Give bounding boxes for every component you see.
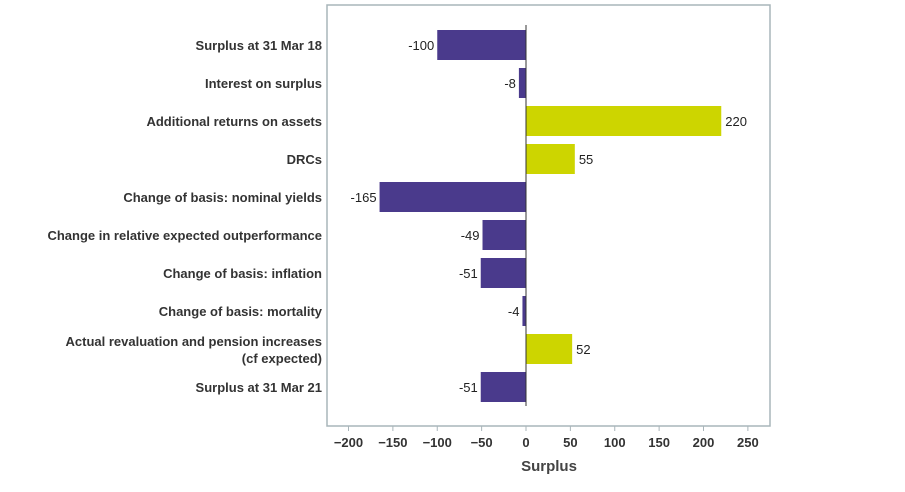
x-tick-label-1: −150	[378, 435, 407, 450]
bar-9	[480, 372, 526, 402]
data-label-5: -49	[461, 228, 480, 243]
x-tick-label-7: 150	[648, 435, 670, 450]
category-labels: Surplus at 31 Mar 18 Interest on surplus A…	[47, 38, 322, 395]
bar-0	[437, 30, 526, 60]
bar-7	[522, 296, 526, 326]
category-label-8: Actual revaluation and pension increases…	[66, 334, 322, 366]
category-label-5: Change in relative expected outperforman…	[47, 228, 322, 243]
data-label-7: -4	[508, 304, 520, 319]
bars-group	[379, 30, 722, 402]
x-axis-ticks: −200 −150 −100 −50 0 50 100 150 200 250	[334, 426, 759, 450]
data-label-4: -165	[351, 190, 377, 205]
data-label-6: -51	[459, 266, 478, 281]
bar-5	[482, 220, 526, 250]
x-tick-label-8: 200	[693, 435, 715, 450]
bar-1	[518, 68, 526, 98]
category-label-1: Interest on surplus	[205, 76, 322, 91]
data-label-3: 55	[579, 152, 593, 167]
x-tick-label-9: 250	[737, 435, 759, 450]
data-label-8: 52	[576, 342, 590, 357]
category-label-4: Change of basis: nominal yields	[123, 190, 322, 205]
category-label-2: Additional returns on assets	[146, 114, 322, 129]
x-axis-title: Surplus	[521, 458, 577, 475]
bar-2	[526, 106, 722, 136]
x-tick-label-3: −50	[471, 435, 493, 450]
category-label-7: Change of basis: mortality	[159, 304, 323, 319]
bar-4	[379, 182, 526, 212]
x-tick-label-5: 50	[563, 435, 577, 450]
bar-8	[526, 334, 573, 364]
bar-3	[526, 144, 575, 174]
data-label-1: -8	[504, 76, 516, 91]
category-label-0: Surplus at 31 Mar 18	[196, 38, 322, 53]
data-label-0: -100	[408, 38, 434, 53]
x-tick-label-4: 0	[522, 435, 529, 450]
data-label-9: -51	[459, 380, 478, 395]
category-label-9: Surplus at 31 Mar 21	[196, 380, 322, 395]
category-label-6: Change of basis: inflation	[163, 266, 322, 281]
x-tick-label-2: −100	[423, 435, 452, 450]
data-label-2: 220	[725, 114, 747, 129]
bar-6	[480, 258, 526, 288]
category-label-3: DRCs	[287, 152, 322, 167]
data-labels: -100 -8 220 55 -165 -49 -51 -4 52 -51	[351, 38, 747, 395]
x-tick-label-0: −200	[334, 435, 363, 450]
x-tick-label-6: 100	[604, 435, 626, 450]
